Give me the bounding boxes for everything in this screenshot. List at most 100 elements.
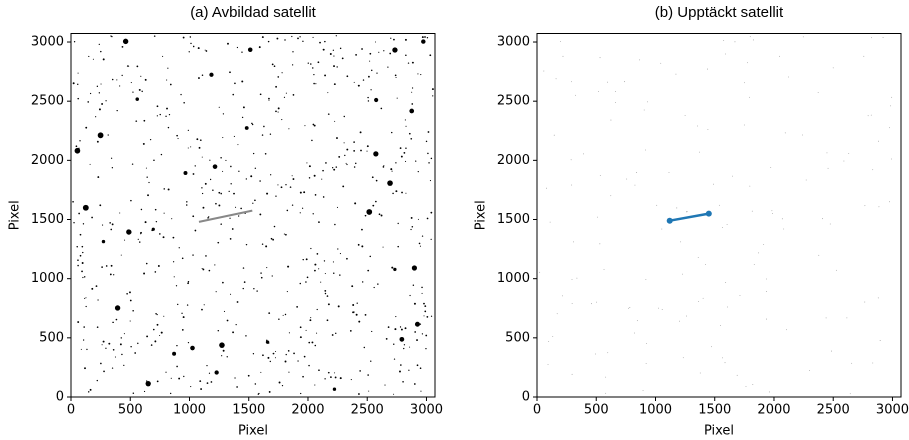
star [260,371,262,373]
star [324,40,326,43]
star [337,305,340,308]
star [176,365,178,368]
star [228,190,230,193]
star [848,153,850,155]
star [817,92,819,94]
star [108,342,111,345]
star [100,50,102,53]
star [411,87,414,89]
star [247,374,250,377]
star [404,327,407,330]
star [79,140,81,142]
star [403,151,406,154]
star [258,392,260,395]
star [758,252,760,254]
star [190,345,195,351]
star [130,81,132,84]
star [187,282,189,285]
star [430,238,432,240]
star [235,206,237,208]
star [556,313,558,315]
star [284,39,286,41]
star [88,55,90,58]
star [421,39,426,44]
star [245,243,248,246]
star [123,333,125,335]
star [416,364,419,367]
y-tick-label: 3000 [31,35,64,50]
star [314,344,317,347]
star [282,314,284,316]
star [220,156,222,159]
star [353,81,355,83]
star [243,281,246,283]
star [400,155,403,158]
star [424,36,426,38]
star [734,41,736,43]
star [424,310,427,313]
star [219,342,225,348]
star [275,85,277,88]
star [250,175,253,178]
star [98,92,101,94]
star [375,41,377,43]
star [252,202,254,204]
star [83,326,85,328]
star [372,204,375,207]
star [299,282,302,285]
star [291,204,294,206]
star [105,347,107,349]
star [75,145,78,148]
star [261,243,264,245]
star [245,335,247,337]
star [132,91,134,93]
star [135,120,138,122]
star [825,317,827,319]
star [178,247,180,249]
star [268,312,271,314]
star [361,281,364,283]
star [82,251,84,254]
star [391,131,393,134]
star [743,124,745,126]
star [357,243,360,246]
star [85,126,88,129]
star [549,221,551,223]
star [123,239,126,241]
star [805,179,807,181]
star [354,202,357,205]
star [212,189,214,192]
star [312,36,314,39]
star [177,303,179,306]
star [356,302,358,304]
star [181,312,183,314]
star [205,255,207,257]
star [661,228,663,230]
star [413,383,416,385]
star [101,103,104,105]
star [232,331,235,334]
star [102,340,105,343]
star [339,274,341,276]
star [79,233,82,236]
star [143,272,146,275]
star [297,37,299,40]
star [889,127,890,129]
star [183,375,185,378]
star [271,63,274,66]
star [159,233,161,235]
star [647,101,649,103]
star [222,170,224,172]
star [192,45,195,48]
star [275,110,277,113]
star [277,184,279,186]
star [890,105,892,107]
y-tick-label: 1000 [31,271,64,286]
star [421,292,423,294]
star [334,223,336,226]
star [301,207,304,209]
star [786,329,787,331]
star [208,372,211,374]
star [421,235,424,237]
star [736,374,738,376]
